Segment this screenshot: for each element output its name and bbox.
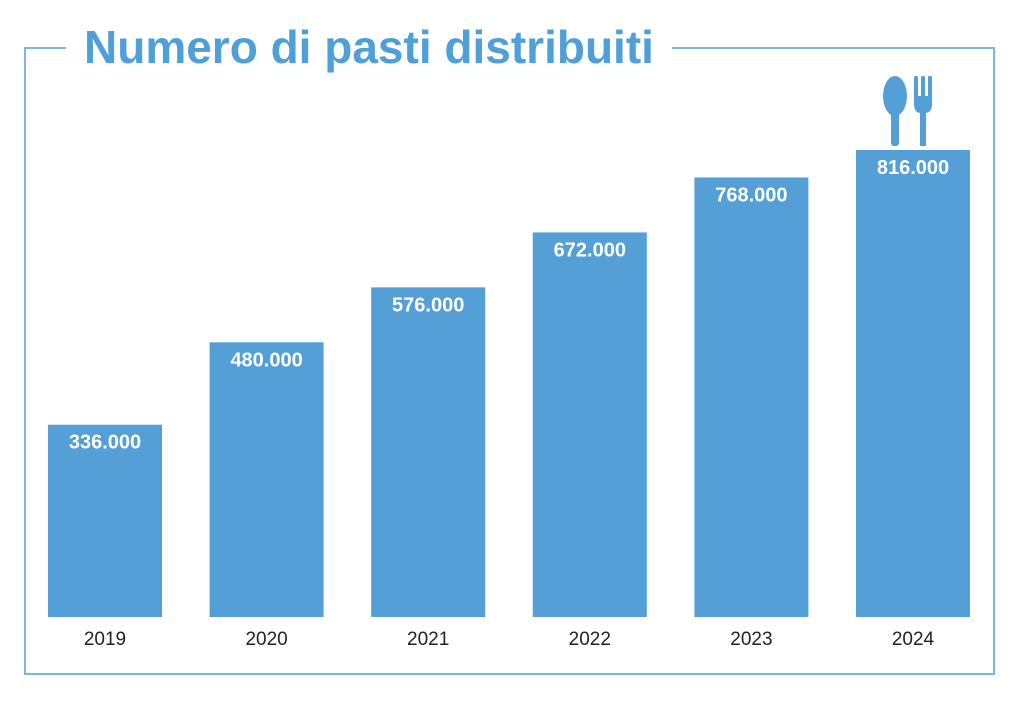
- bar-2022: [532, 232, 647, 618]
- value-label-2020: 480.000: [230, 349, 302, 371]
- spoon-and-fork-icon: [883, 76, 932, 146]
- value-label-2022: 672.000: [554, 239, 626, 261]
- bar-2023: [694, 177, 809, 617]
- x-tick-2020: 2020: [245, 629, 287, 650]
- chart-title: Numero di pasti distribuiti: [66, 18, 672, 76]
- value-label-2024: 816.000: [877, 157, 949, 179]
- bar-2021: [371, 287, 486, 617]
- x-tick-2022: 2022: [569, 629, 611, 650]
- x-tick-2021: 2021: [407, 629, 449, 650]
- value-label-2023: 768.000: [715, 184, 787, 206]
- value-label-2021: 576.000: [392, 294, 464, 316]
- bar-2020: [209, 342, 324, 617]
- x-tick-2019: 2019: [84, 629, 126, 650]
- value-label-2019: 336.000: [69, 432, 141, 454]
- x-tick-2024: 2024: [892, 629, 935, 650]
- bar-2019: [48, 424, 162, 617]
- bar-2024: [856, 150, 970, 617]
- x-tick-2023: 2023: [730, 629, 772, 650]
